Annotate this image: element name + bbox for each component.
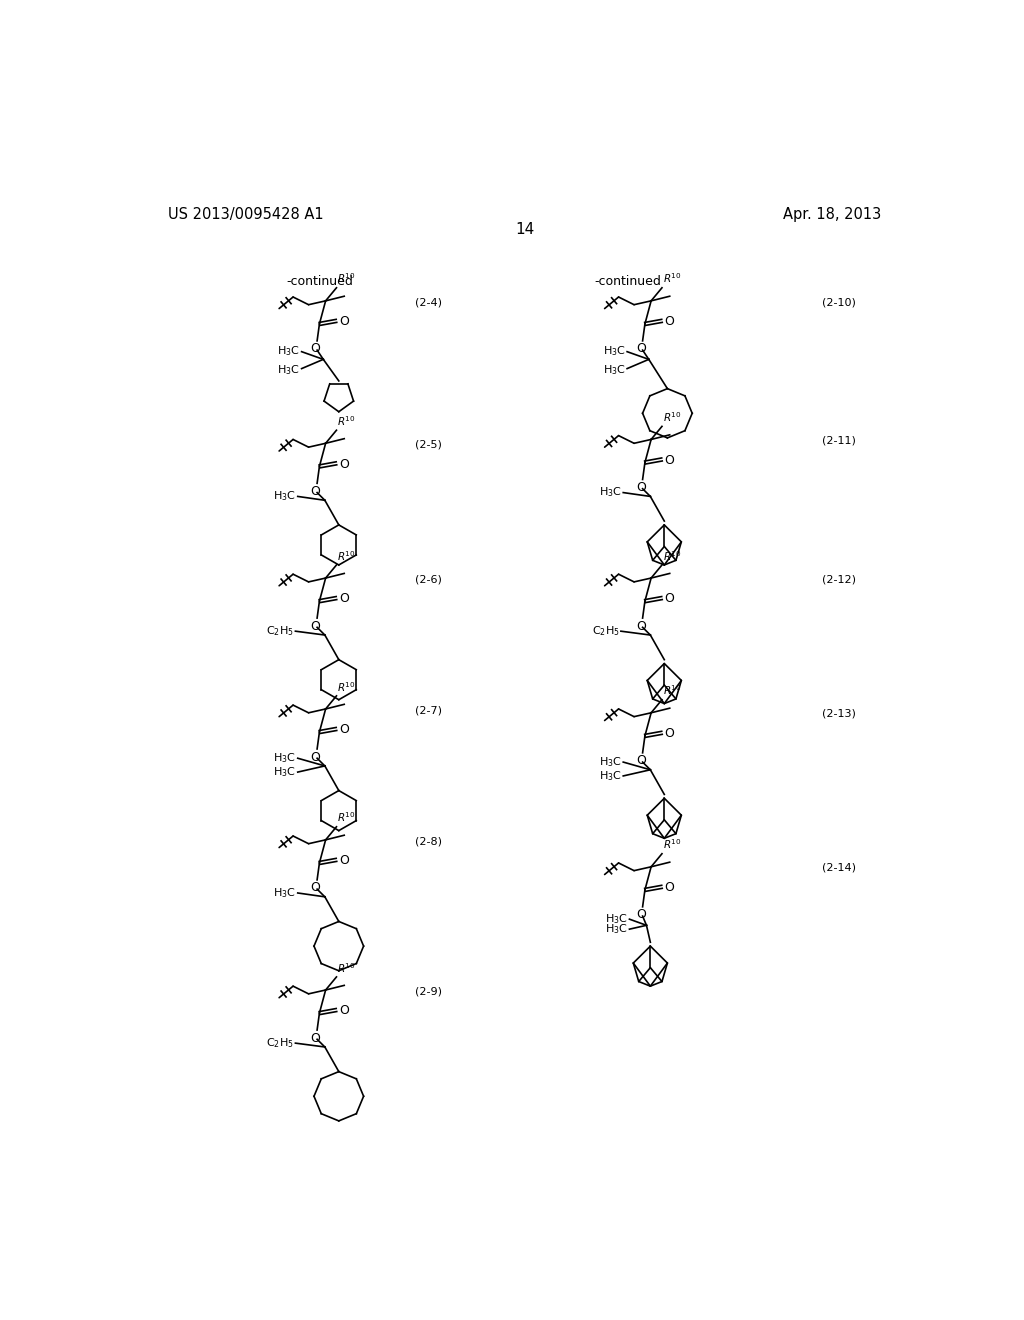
Text: O: O [339, 315, 349, 329]
Text: $\mathit{R}^{10}$: $\mathit{R}^{10}$ [663, 838, 682, 851]
Text: C$_2$H$_5$: C$_2$H$_5$ [266, 624, 294, 638]
Text: O: O [339, 723, 349, 737]
Text: $\mathit{R}^{10}$: $\mathit{R}^{10}$ [337, 810, 356, 825]
Text: O: O [636, 342, 646, 355]
Text: O: O [310, 484, 321, 498]
Text: H$_3$C: H$_3$C [605, 912, 628, 927]
Text: (2-13): (2-13) [821, 709, 855, 719]
Text: H$_3$C: H$_3$C [273, 886, 296, 900]
Text: H$_3$C: H$_3$C [278, 345, 300, 358]
Text: O: O [310, 882, 321, 895]
Text: H$_3$C: H$_3$C [273, 751, 296, 766]
Text: O: O [636, 908, 646, 921]
Text: O: O [636, 755, 646, 767]
Text: (2-4): (2-4) [415, 297, 441, 308]
Text: $\mathit{R}^{10}$: $\mathit{R}^{10}$ [337, 414, 356, 428]
Text: $\mathit{R}^{10}$: $\mathit{R}^{10}$ [337, 680, 356, 693]
Text: -continued: -continued [287, 276, 353, 289]
Text: (2-7): (2-7) [415, 705, 441, 715]
Text: O: O [339, 593, 349, 606]
Text: O: O [665, 454, 674, 467]
Text: (2-12): (2-12) [821, 574, 856, 585]
Text: H$_3$C: H$_3$C [278, 363, 300, 378]
Text: $\mathit{R}^{10}$: $\mathit{R}^{10}$ [663, 684, 682, 697]
Text: O: O [310, 1032, 321, 1044]
Text: (2-6): (2-6) [415, 574, 441, 585]
Text: H$_3$C: H$_3$C [599, 755, 622, 770]
Text: (2-8): (2-8) [415, 836, 441, 846]
Text: H$_3$C: H$_3$C [273, 490, 296, 503]
Text: O: O [665, 880, 674, 894]
Text: (2-10): (2-10) [821, 297, 855, 308]
Text: $\mathit{R}^{10}$: $\mathit{R}^{10}$ [337, 272, 356, 285]
Text: O: O [339, 1005, 349, 1018]
Text: $\mathit{R}^{10}$: $\mathit{R}^{10}$ [663, 411, 682, 424]
Text: O: O [339, 854, 349, 867]
Text: O: O [310, 342, 321, 355]
Text: O: O [636, 619, 646, 632]
Text: US 2013/0095428 A1: US 2013/0095428 A1 [168, 207, 324, 222]
Text: O: O [665, 727, 674, 741]
Text: -continued: -continued [595, 276, 662, 289]
Text: O: O [310, 751, 321, 763]
Text: Apr. 18, 2013: Apr. 18, 2013 [783, 207, 882, 222]
Text: H$_3$C: H$_3$C [273, 766, 296, 779]
Text: O: O [665, 593, 674, 606]
Text: $\mathit{R}^{10}$: $\mathit{R}^{10}$ [337, 961, 356, 974]
Text: C$_2$H$_5$: C$_2$H$_5$ [266, 1036, 294, 1049]
Text: (2-14): (2-14) [821, 863, 856, 873]
Text: (2-9): (2-9) [415, 986, 441, 997]
Text: (2-5): (2-5) [415, 440, 441, 449]
Text: H$_3$C: H$_3$C [603, 363, 626, 378]
Text: (2-11): (2-11) [821, 436, 855, 446]
Text: H$_3$C: H$_3$C [605, 923, 628, 936]
Text: 14: 14 [515, 222, 535, 236]
Text: O: O [636, 480, 646, 494]
Text: H$_3$C: H$_3$C [599, 486, 622, 499]
Text: O: O [339, 458, 349, 471]
Text: H$_3$C: H$_3$C [599, 770, 622, 783]
Text: O: O [665, 315, 674, 329]
Text: H$_3$C: H$_3$C [603, 345, 626, 358]
Text: $\mathit{R}^{10}$: $\mathit{R}^{10}$ [663, 272, 682, 285]
Text: $\mathit{R}^{10}$: $\mathit{R}^{10}$ [663, 549, 682, 562]
Text: $\mathit{R}^{10}$: $\mathit{R}^{10}$ [337, 549, 356, 562]
Text: C$_2$H$_5$: C$_2$H$_5$ [592, 624, 620, 638]
Text: O: O [310, 619, 321, 632]
